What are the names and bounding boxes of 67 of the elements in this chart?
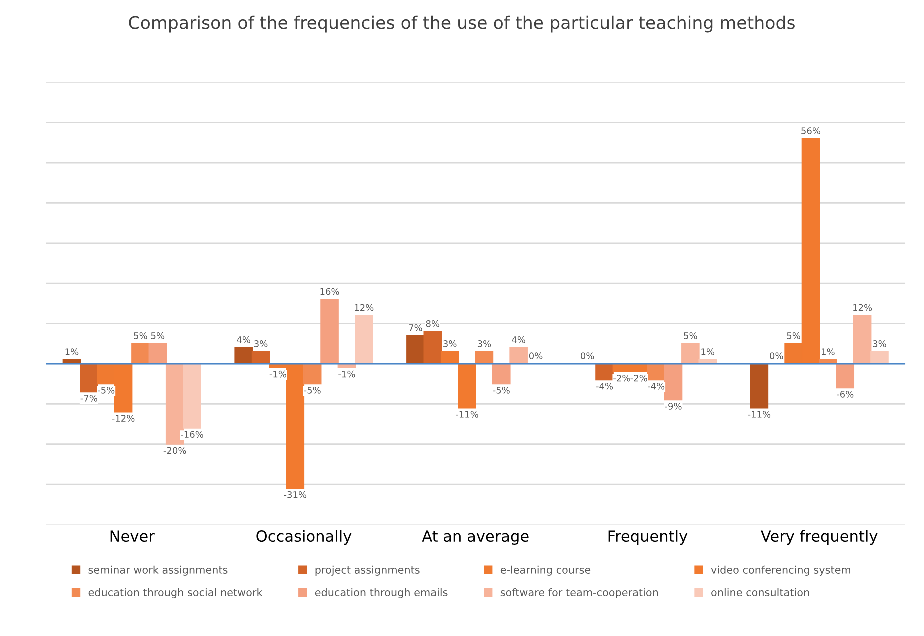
legend-label: seminar work assignments bbox=[88, 566, 228, 576]
legend-label: education through emails bbox=[315, 588, 448, 599]
data-label: -4% bbox=[648, 382, 665, 390]
data-label: -4% bbox=[596, 382, 614, 390]
data-label: 7% bbox=[409, 324, 422, 332]
data-label: -6% bbox=[837, 391, 854, 398]
data-label: -5% bbox=[98, 386, 115, 394]
legend-label: online consultation bbox=[712, 588, 810, 597]
data-label: 0% bbox=[529, 352, 543, 360]
data-label: 3% bbox=[254, 340, 268, 348]
bar bbox=[853, 315, 872, 365]
chart-title: Comparison of the frequencies of the use of the particular teaching methods bbox=[129, 16, 795, 33]
data-label: -11% bbox=[748, 411, 771, 418]
data-label: -5% bbox=[304, 386, 321, 394]
data-label: 16% bbox=[320, 288, 340, 296]
x-tick-label: Very frequently bbox=[761, 530, 878, 546]
x-tick-label: Occasionally bbox=[256, 530, 352, 546]
data-label: 5% bbox=[787, 332, 800, 340]
data-label: 3% bbox=[873, 340, 886, 348]
bar bbox=[183, 363, 202, 429]
x-tick-label: At an average bbox=[422, 530, 529, 546]
data-label: 1% bbox=[66, 348, 79, 356]
data-label: -11% bbox=[456, 411, 478, 418]
bar bbox=[320, 299, 339, 365]
legend-label: video conferencing system bbox=[711, 566, 851, 576]
data-label: 5% bbox=[684, 332, 698, 340]
data-label: 56% bbox=[802, 128, 821, 134]
bar bbox=[750, 363, 769, 409]
data-label: -1% bbox=[270, 370, 287, 378]
legend-label: project assignments bbox=[316, 566, 420, 576]
data-label: -7% bbox=[80, 395, 98, 402]
data-label: -1% bbox=[338, 370, 356, 378]
bar bbox=[664, 363, 683, 401]
data-label: -20% bbox=[164, 447, 186, 454]
bar bbox=[682, 343, 700, 365]
bar bbox=[836, 363, 855, 389]
data-label: 0% bbox=[770, 352, 784, 360]
bar bbox=[303, 363, 322, 385]
data-label: 4% bbox=[512, 336, 526, 344]
data-label: 5% bbox=[151, 332, 165, 340]
bar bbox=[148, 343, 168, 365]
legend-label: e-learning course bbox=[500, 566, 591, 576]
data-label: -12% bbox=[112, 415, 135, 422]
x-tick-label: Never bbox=[110, 530, 155, 542]
data-label: 1% bbox=[822, 348, 835, 356]
data-label: 5% bbox=[134, 332, 148, 340]
data-label: 3% bbox=[444, 340, 457, 348]
data-label: 8% bbox=[426, 320, 440, 328]
legend-label: software for team-cooperation bbox=[500, 588, 658, 599]
bar bbox=[355, 315, 374, 365]
data-label: 1% bbox=[702, 348, 715, 356]
data-label: -31% bbox=[284, 491, 307, 498]
x-tick-label: Frequently bbox=[608, 530, 688, 546]
bar bbox=[424, 331, 442, 365]
bar bbox=[458, 363, 476, 409]
data-label: 12% bbox=[355, 304, 374, 312]
legend-label: education through social network bbox=[88, 588, 263, 599]
data-label: -2% bbox=[614, 374, 630, 382]
data-label: -5% bbox=[493, 386, 510, 394]
data-label: 0% bbox=[581, 352, 594, 360]
data-label: 12% bbox=[854, 304, 872, 312]
data-label: -9% bbox=[665, 403, 682, 410]
data-label: -16% bbox=[181, 431, 204, 438]
data-label: 4% bbox=[237, 336, 251, 344]
bar bbox=[492, 363, 511, 385]
data-label: 3% bbox=[478, 340, 492, 348]
data-label: -2% bbox=[630, 374, 648, 382]
